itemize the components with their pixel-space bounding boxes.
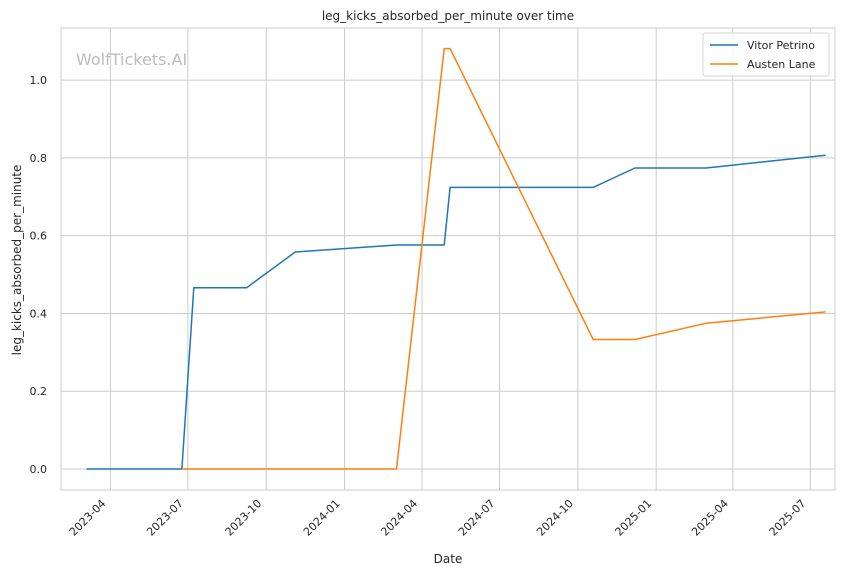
chart-title: leg_kicks_absorbed_per_minute over time: [322, 9, 574, 23]
y-tick-label: 0.2: [30, 385, 48, 398]
y-tick-label: 0.0: [30, 463, 48, 476]
x-axis-label: Date: [434, 552, 463, 566]
y-axis-label: leg_kicks_absorbed_per_minute: [10, 165, 24, 356]
legend-label: Vitor Petrino: [747, 39, 815, 52]
legend: Vitor Petrino Austen Lane: [703, 33, 829, 76]
watermark: WolfTickets.AI: [76, 50, 187, 69]
y-tick-label: 1.0: [30, 74, 48, 87]
legend-label: Austen Lane: [747, 58, 816, 71]
y-tick-label: 0.8: [30, 152, 48, 165]
y-tick-label: 0.4: [30, 307, 48, 320]
y-tick-label: 0.6: [30, 230, 48, 243]
